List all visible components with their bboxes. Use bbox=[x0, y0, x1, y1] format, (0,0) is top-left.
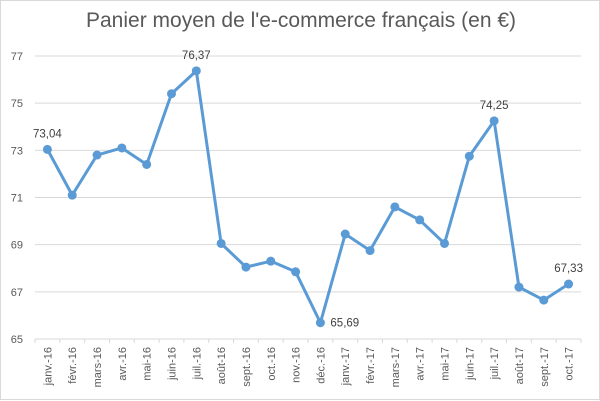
x-tick-label: oct.-17 bbox=[564, 347, 576, 381]
x-tick-label: juil.-16 bbox=[191, 347, 203, 380]
x-tick-label: nov.-16 bbox=[291, 347, 303, 383]
x-tick-label: août-16 bbox=[216, 347, 228, 384]
x-tick-label: déc.-16 bbox=[315, 347, 327, 384]
data-point bbox=[291, 267, 301, 277]
data-label: 73,04 bbox=[33, 128, 62, 140]
x-tick-label: mai-17 bbox=[440, 347, 452, 381]
x-tick-label: févr.-16 bbox=[67, 347, 79, 384]
chart-title: Panier moyen de l'e-commerce français (e… bbox=[85, 9, 517, 32]
data-point bbox=[117, 143, 127, 153]
data-label: 74,25 bbox=[480, 100, 509, 112]
x-axis-ticks: janv.-16 févr.-16 mars-16 avr.-16 mai-16 juin… bbox=[34, 339, 582, 387]
data-label: 76,37 bbox=[182, 50, 211, 62]
y-tick-label: 75 bbox=[11, 98, 23, 110]
data-point bbox=[67, 190, 77, 200]
data-point bbox=[489, 116, 499, 126]
data-point bbox=[514, 282, 524, 292]
data-point bbox=[241, 262, 251, 272]
data-point bbox=[216, 238, 226, 248]
data-point bbox=[42, 144, 52, 154]
data-point bbox=[340, 229, 350, 239]
data-point bbox=[415, 215, 425, 225]
series-line-path bbox=[45, 69, 571, 325]
y-tick-label: 67 bbox=[11, 287, 23, 299]
y-axis-ticks: 65 67 69 71 73 75 77 bbox=[11, 51, 23, 346]
y-tick-label: 73 bbox=[11, 145, 23, 157]
data-point bbox=[464, 151, 474, 161]
data-point bbox=[92, 150, 102, 160]
x-tick-label: janv.-16 bbox=[42, 347, 54, 386]
data-point bbox=[440, 238, 449, 248]
x-tick-label: juil.-17 bbox=[489, 347, 501, 380]
x-tick-label: oct.-16 bbox=[266, 347, 278, 381]
data-point bbox=[142, 159, 152, 169]
x-tick-label: mai-16 bbox=[142, 347, 154, 381]
data-point bbox=[315, 318, 325, 328]
x-tick-label: janv.-17 bbox=[340, 347, 352, 386]
data-label: 67,33 bbox=[554, 263, 583, 275]
data-point bbox=[191, 66, 201, 76]
x-tick-label: mars-17 bbox=[390, 347, 402, 387]
data-label: 65,69 bbox=[330, 318, 359, 330]
data-point bbox=[266, 256, 276, 266]
y-tick-label: 65 bbox=[11, 334, 23, 346]
data-points bbox=[42, 66, 574, 328]
data-point bbox=[390, 202, 400, 212]
x-tick-label: sept.-17 bbox=[539, 347, 551, 387]
x-tick-label: juin-17 bbox=[464, 347, 476, 381]
data-point bbox=[167, 89, 176, 99]
y-tick-label: 69 bbox=[11, 240, 23, 252]
x-tick-label: sept.-16 bbox=[241, 347, 253, 387]
data-point bbox=[365, 246, 375, 256]
y-tick-label: 77 bbox=[11, 51, 23, 63]
x-tick-label: févr.-17 bbox=[365, 347, 377, 384]
series-line bbox=[45, 69, 571, 325]
x-tick-label: août-17 bbox=[514, 347, 526, 384]
x-tick-label: avr.-16 bbox=[117, 347, 129, 381]
y-tick-label: 71 bbox=[11, 193, 23, 205]
data-point bbox=[539, 295, 549, 305]
data-point bbox=[564, 279, 574, 289]
data-labels: 73,04 76,37 65,69 74,25 67,33 bbox=[33, 50, 583, 330]
x-tick-label: juin-16 bbox=[167, 347, 179, 381]
x-tick-label: mars-16 bbox=[92, 347, 104, 387]
x-tick-label: avr.-17 bbox=[415, 347, 427, 381]
